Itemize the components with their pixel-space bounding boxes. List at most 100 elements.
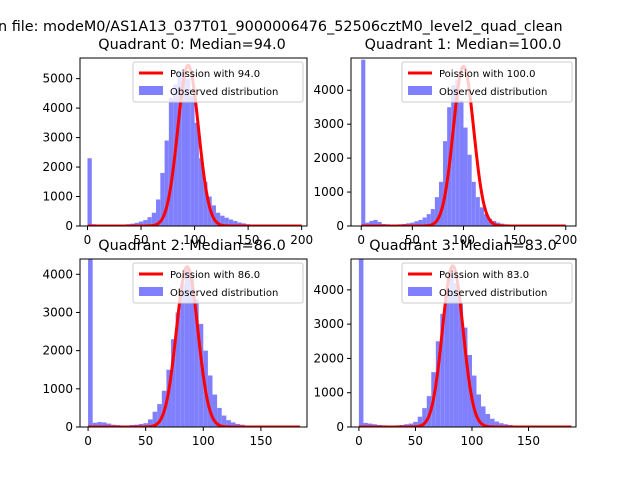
x-tick-label: 100: [461, 434, 484, 448]
histogram-bar: [97, 422, 102, 427]
histogram-bar: [444, 289, 450, 427]
histogram-bar: [476, 394, 482, 427]
histogram-bar: [138, 423, 144, 427]
axes-frame: [79, 258, 308, 428]
histogram-bar: [212, 394, 218, 427]
legend-label-observed: Observed distribution: [170, 87, 278, 98]
histogram-bar: [458, 303, 463, 427]
histogram-bar: [106, 423, 112, 427]
legend-box: [401, 61, 573, 103]
histogram-bar: [367, 423, 373, 427]
legend-bar-swatch: [139, 86, 163, 95]
histogram-bar: [233, 220, 238, 226]
histogram-bar: [363, 422, 368, 427]
y-tick-label: 1000: [42, 382, 73, 396]
y-tick-label: 5000: [42, 72, 73, 86]
histogram-bar: [462, 327, 468, 427]
legend: Poission with 86.0 Observed distribution: [132, 262, 304, 304]
histogram-bar: [180, 283, 185, 427]
histogram-bar: [438, 181, 444, 226]
x-tick-label: 100: [192, 434, 215, 448]
histogram-bar: [422, 217, 427, 226]
poisson-curve: [357, 264, 573, 427]
histogram-bar: [485, 413, 491, 427]
histogram-bar: [175, 312, 181, 427]
histogram-bar: [101, 422, 107, 427]
histogram-bar: [164, 140, 169, 226]
histogram-bar: [207, 375, 213, 427]
histogram-bar: [463, 127, 468, 226]
x-tick-label: 150: [249, 434, 272, 448]
histogram-bar: [471, 181, 476, 226]
histogram-bar: [198, 323, 204, 427]
histogram-bar: [177, 72, 182, 226]
panel-title: Quadrant 1: Median=100.0: [365, 37, 562, 53]
legend-box: [401, 262, 573, 304]
histogram-bar: [361, 59, 366, 226]
y-tick-label: 3000: [42, 131, 73, 145]
histogram-bar: [151, 212, 157, 226]
legend-bar-swatch: [408, 287, 432, 296]
legend: Poission with 83.0 Observed distribution: [401, 262, 573, 304]
histogram-bar: [418, 219, 423, 226]
x-tick-label: 200: [290, 233, 313, 247]
histogram-bar: [373, 219, 378, 226]
x-tick-label: 50: [408, 434, 423, 448]
legend-label-observed: Observed distribution: [439, 288, 547, 299]
histogram-bar: [490, 418, 495, 427]
histogram-bar: [189, 276, 195, 427]
histogram-bar: [451, 85, 456, 226]
histogram-bar: [467, 154, 472, 226]
histogram-bar: [143, 220, 148, 226]
histogram-bar: [230, 422, 236, 427]
figure-suptitle: n file: modeM0/AS1A13_037T01_9000006476_…: [0, 19, 563, 35]
y-tick-label: 3000: [313, 317, 344, 331]
histogram-bar: [408, 423, 414, 427]
histogram-bar: [430, 209, 435, 226]
histogram-bar: [440, 313, 445, 427]
histogram-bar: [237, 222, 242, 226]
histogram-bar: [369, 220, 374, 226]
histogram-bar: [235, 423, 241, 427]
x-tick-label: 100: [183, 233, 206, 247]
y-tick-label: 0: [336, 420, 344, 434]
histogram-bar: [171, 339, 176, 427]
panel-title: Quadrant 2: Median=86.0: [98, 238, 286, 254]
legend-label-poisson: Poission with 94.0: [170, 69, 260, 80]
y-tick-label: 4000: [42, 101, 73, 115]
histogram-bar: [134, 222, 139, 226]
y-tick-label: 2000: [313, 351, 344, 365]
y-tick-label: 4000: [313, 283, 344, 297]
histogram-bar: [365, 222, 370, 226]
x-tick-label: 50: [405, 233, 420, 247]
histogram-bar: [483, 214, 489, 226]
histogram-bar: [453, 283, 459, 427]
histogram-bar: [481, 406, 486, 427]
legend-label-observed: Observed distribution: [439, 87, 547, 98]
histogram-bar: [194, 122, 199, 226]
histogram-bar: [413, 421, 418, 427]
histogram-bar: [168, 97, 174, 226]
histogram-bar: [434, 197, 439, 226]
histogram-bar: [358, 259, 364, 427]
y-tick-label: 0: [65, 420, 73, 434]
x-tick-label: 100: [452, 233, 475, 247]
histogram-bar: [160, 172, 165, 226]
histogram-bar: [220, 215, 225, 226]
histogram-bar: [184, 268, 190, 427]
x-tick-label: 150: [503, 233, 526, 247]
histogram-bar: [499, 423, 504, 427]
x-tick-label: 150: [517, 434, 540, 448]
histogram-bar: [224, 217, 229, 226]
histogram-bar: [475, 197, 480, 226]
y-tick-label: 1000: [313, 386, 344, 400]
y-tick-label: 4000: [313, 83, 344, 97]
histogram-bar: [217, 407, 222, 427]
x-tick-label: 50: [133, 233, 148, 247]
histogram-bar: [494, 421, 500, 427]
histogram-bar: [377, 221, 382, 226]
histogram-bar: [152, 411, 158, 427]
